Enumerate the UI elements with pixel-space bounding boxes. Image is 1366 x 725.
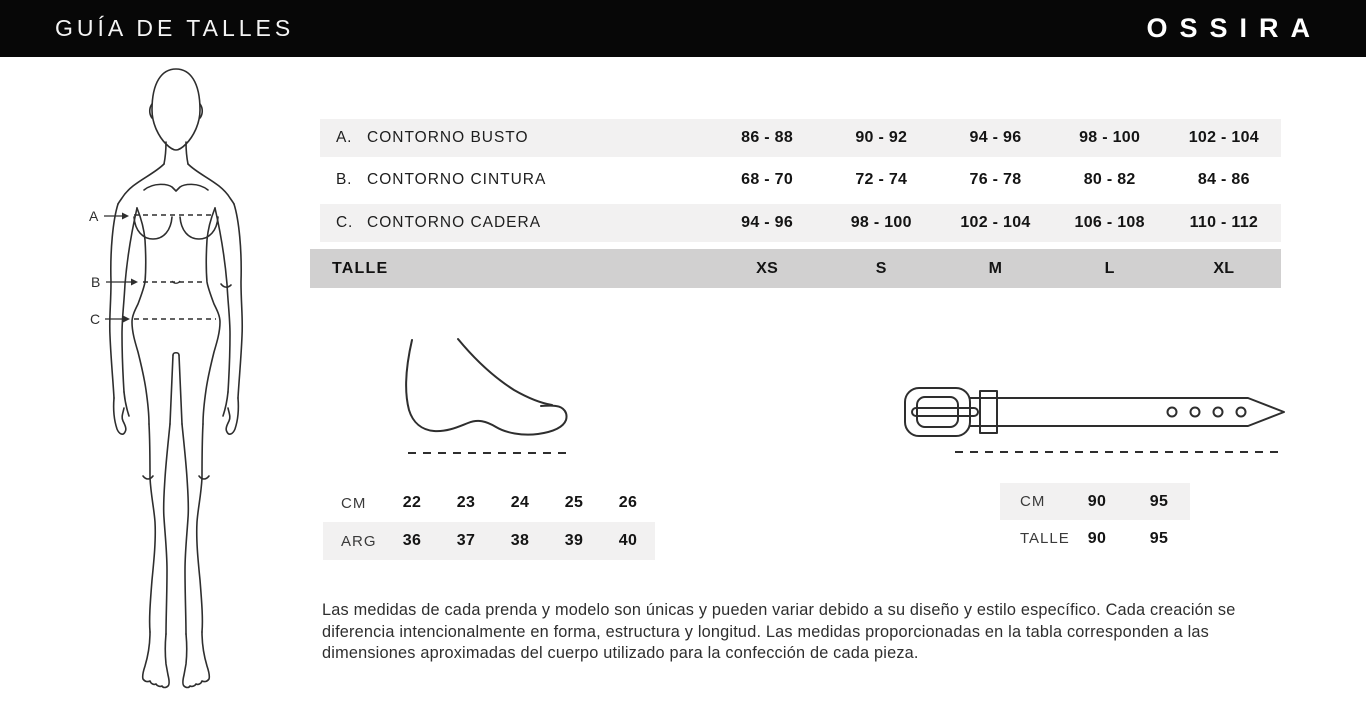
- row-label: TALLE: [332, 259, 389, 277]
- cell-value: 25: [564, 494, 584, 511]
- row-label: TALLE: [1020, 530, 1070, 547]
- measure-annotations: A B C: [89, 208, 216, 327]
- cell-size: XS: [756, 259, 779, 277]
- cell-value: 26: [618, 494, 638, 511]
- cell-value: 22: [402, 494, 422, 511]
- cell-value: 106 - 108: [1074, 214, 1145, 231]
- shoe-row-cm: CM 22 23 24 25 26: [323, 484, 655, 522]
- cell-value: 40: [618, 532, 638, 549]
- cell-value: 98 - 100: [850, 214, 912, 231]
- table-row-cadera: C. CONTORNO CADERA 94 - 96 98 - 100 102 …: [320, 204, 1281, 242]
- row-key: B.: [336, 171, 353, 188]
- cell-size: M: [988, 259, 1003, 277]
- row-key: A.: [336, 129, 353, 146]
- cell-value: 102 - 104: [1188, 129, 1259, 146]
- row-key: C.: [336, 214, 354, 231]
- cell-size: XL: [1213, 259, 1235, 277]
- cell-value: 24: [510, 494, 530, 511]
- cell-size: L: [1104, 259, 1115, 277]
- cell-value: 110 - 112: [1189, 214, 1259, 231]
- cell-value: 102 - 104: [960, 214, 1031, 231]
- row-label: CM: [341, 494, 367, 512]
- cell-value: 95: [1149, 492, 1169, 510]
- table-row-busto: A. CONTORNO BUSTO 86 - 88 90 - 92 94 - 9…: [320, 119, 1281, 157]
- foot-illustration: [405, 338, 570, 454]
- cell-value: 94 - 96: [969, 129, 1022, 146]
- table-row-cintura: B. CONTORNO CINTURA 68 - 70 72 - 74 76 -…: [320, 161, 1281, 199]
- cell-value: 80 - 82: [1083, 171, 1136, 188]
- belt-illustration: [904, 387, 1285, 453]
- brand-logo: OSSIRA: [1146, 13, 1322, 43]
- row-label: CONTORNO CINTURA: [367, 171, 547, 188]
- belt-row-cm: CM 90 95: [1000, 483, 1190, 520]
- belt-row-talle: TALLE 90 95: [1000, 520, 1190, 557]
- cell-value: 90: [1087, 492, 1107, 510]
- body-figure-illustration: A B C: [89, 68, 244, 689]
- cell-value: 84 - 86: [1197, 171, 1250, 188]
- table-row-talle: TALLE XS S M L XL: [310, 249, 1281, 288]
- cell-value: 90: [1087, 529, 1107, 547]
- cell-value: 86 - 88: [741, 129, 794, 146]
- cell-value: 98 - 100: [1079, 129, 1141, 146]
- row-label: CONTORNO CADERA: [367, 214, 542, 231]
- cell-value: 94 - 96: [741, 214, 794, 231]
- cell-value: 68 - 70: [741, 171, 794, 188]
- shoe-row-arg: ARG 36 37 38 39 40: [323, 522, 655, 560]
- measure-label-b: B: [91, 274, 101, 290]
- cell-value: 72 - 74: [855, 171, 908, 188]
- cell-value: 95: [1149, 529, 1169, 547]
- measure-label-c: C: [90, 311, 101, 327]
- page-title: GUÍA DE TALLES: [55, 15, 295, 41]
- cell-value: 37: [456, 532, 476, 549]
- row-label: CONTORNO BUSTO: [367, 129, 529, 146]
- cell-value: 38: [510, 532, 530, 549]
- cell-value: 90 - 92: [855, 129, 908, 146]
- cell-value: 23: [456, 494, 476, 511]
- cell-value: 39: [564, 532, 584, 549]
- header-bar: GUÍA DE TALLES OSSIRA: [0, 0, 1366, 57]
- cell-value: 36: [402, 532, 422, 549]
- body-outline: [108, 68, 244, 689]
- measure-label-a: A: [89, 208, 99, 224]
- cell-value: 76 - 78: [969, 171, 1022, 188]
- measurement-disclaimer: Las medidas de cada prenda y modelo son …: [322, 601, 1236, 662]
- row-label: ARG: [341, 532, 377, 550]
- row-label: CM: [1020, 493, 1046, 510]
- cell-size: S: [875, 259, 887, 277]
